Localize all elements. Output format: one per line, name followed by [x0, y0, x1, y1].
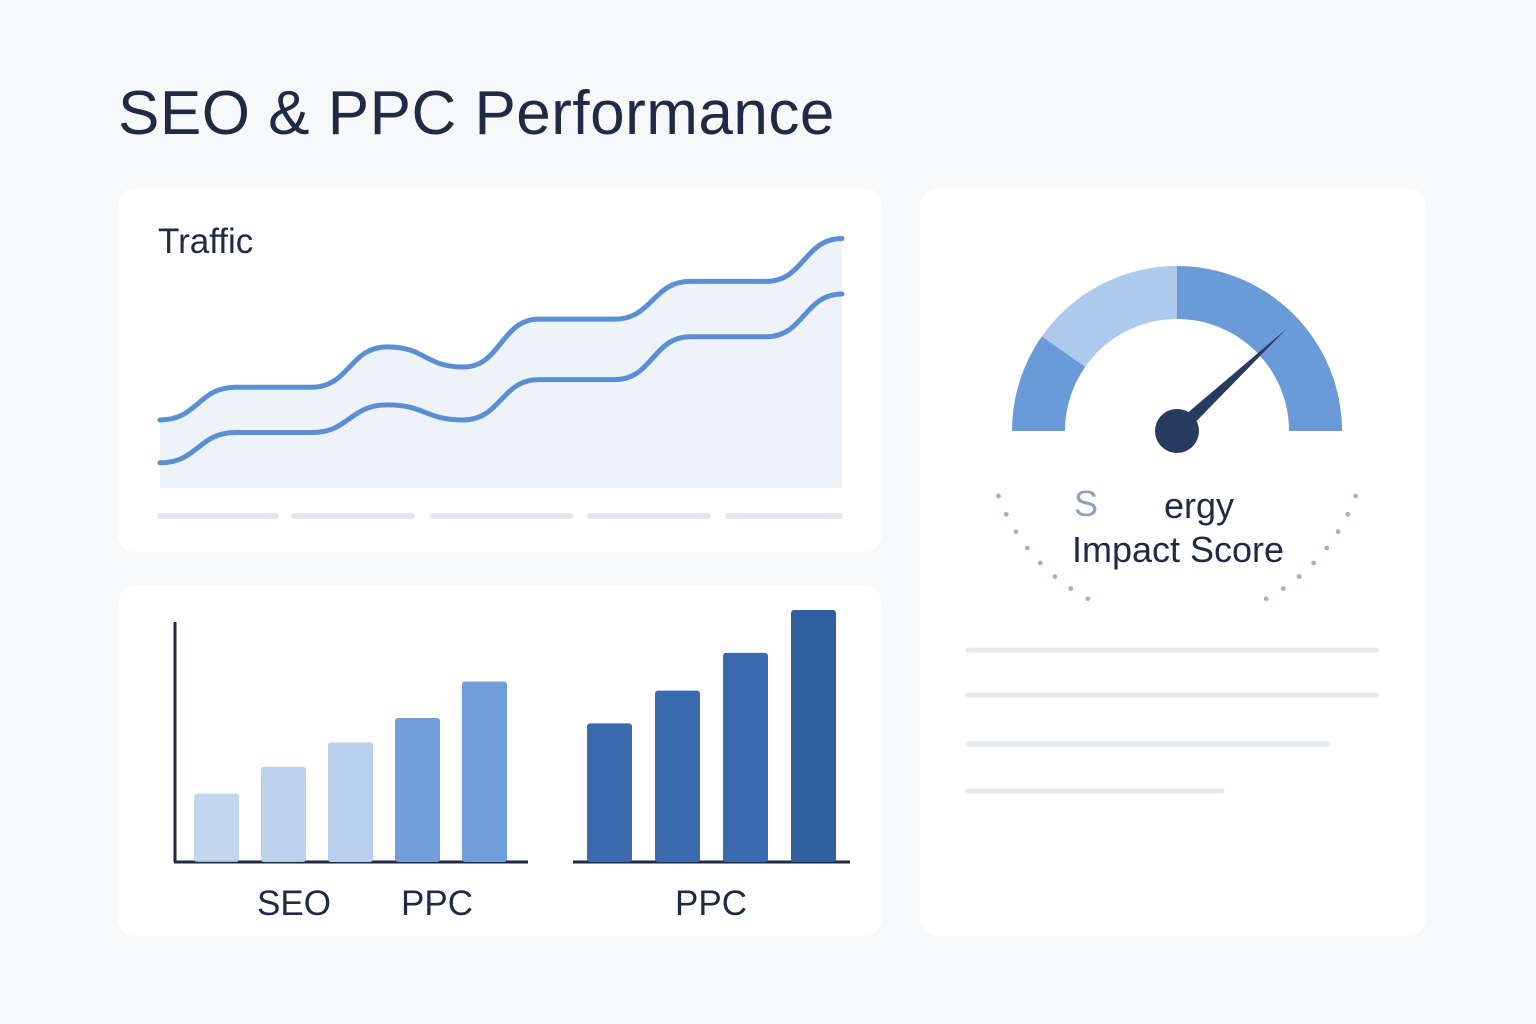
bar-chart-1-tick-label-1: SEO — [257, 884, 331, 923]
gauge-needle — [1172, 328, 1287, 437]
page-title: SEO & PPC Performance — [118, 79, 835, 148]
bar-chart-1-bar-4 — [395, 718, 440, 862]
gauge-segment-1 — [1012, 336, 1086, 431]
bar-chart-2-bar-2 — [655, 690, 700, 862]
bar-chart-2-bar-1 — [587, 723, 632, 862]
gauge-segment-3 — [1177, 266, 1342, 431]
gauge-dots-right — [996, 493, 1091, 602]
bars-card: SEO PPC PPC — [118, 586, 882, 936]
bar-chart-1-bar-5 — [462, 681, 507, 862]
traffic-line-2 — [157, 291, 845, 466]
gauge-dots-left — [1263, 493, 1358, 602]
bar-chart-1-bar-2 — [261, 766, 306, 862]
gauge-label-line1: ergy — [1164, 485, 1234, 526]
traffic-area — [160, 238, 842, 488]
bar-chart-2-tick-label-1: PPC — [675, 884, 747, 923]
bar-chart-1-tick-label-2: PPC — [401, 884, 473, 923]
bar-chart-1-bar-3 — [328, 742, 373, 862]
impact-gauge: S ergy Impact Score — [965, 266, 1379, 794]
gauge-label-line2: Impact Score — [1072, 529, 1284, 570]
bar-chart-2-bar-4 — [791, 610, 836, 862]
bar-chart-1-bar-1 — [194, 793, 239, 862]
traffic-card: Traffic — [118, 188, 882, 552]
traffic-line-1 — [157, 236, 845, 423]
traffic-title: Traffic — [158, 222, 254, 261]
traffic-chart — [157, 236, 845, 519]
gauge-hub — [1155, 409, 1199, 453]
bar-chart-2-bar-3 — [723, 652, 768, 862]
gauge-card: S ergy Impact Score — [920, 188, 1426, 936]
gauge-segment-2 — [1041, 266, 1177, 367]
bar-charts: SEO PPC PPC — [173, 610, 850, 923]
gauge-label-faint: S — [1074, 483, 1098, 524]
